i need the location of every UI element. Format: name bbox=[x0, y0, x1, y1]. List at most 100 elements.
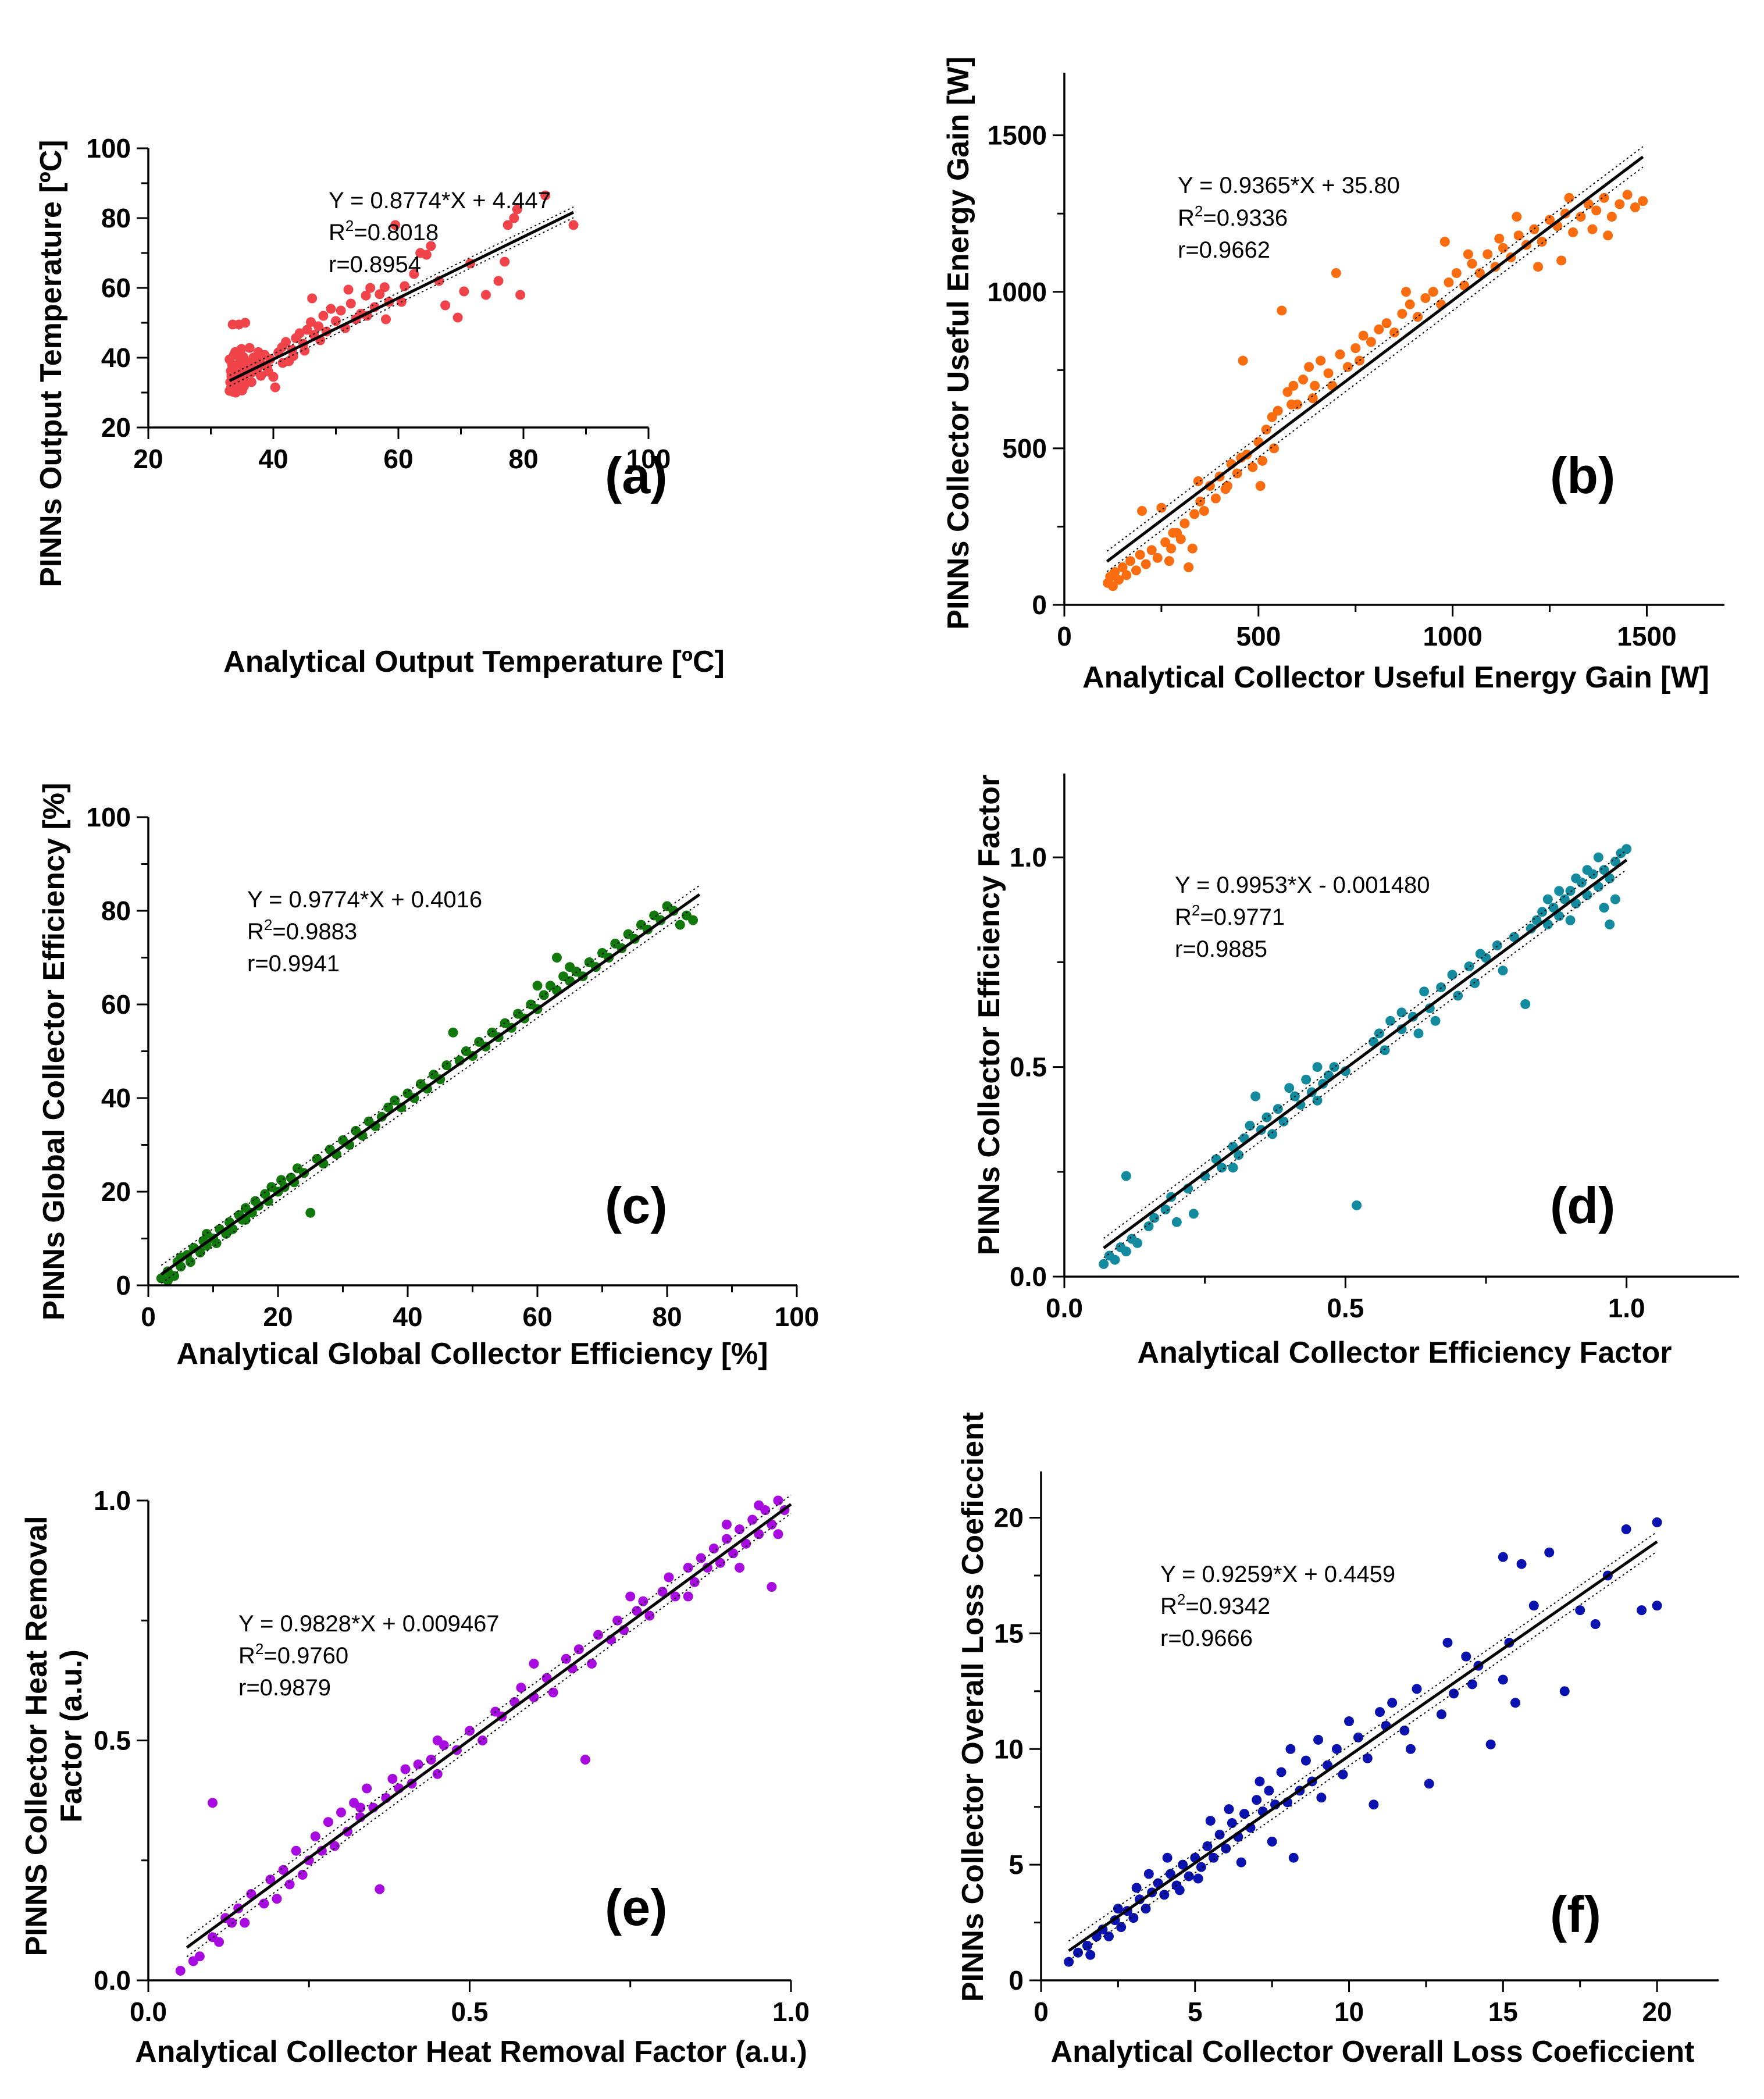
data-point bbox=[1287, 400, 1297, 410]
data-point bbox=[1168, 528, 1178, 538]
x-axis-title: Analytical Collector Overall Loss Coefic… bbox=[1051, 2035, 1695, 2069]
data-point bbox=[1239, 1809, 1249, 1819]
fit-equation: Y = 0.8774*X + 4.447 bbox=[329, 188, 551, 213]
data-point bbox=[1250, 1091, 1261, 1102]
x-tick-label: 1.0 bbox=[1608, 1293, 1645, 1323]
data-point bbox=[1156, 503, 1167, 513]
data-point bbox=[1164, 556, 1174, 566]
data-point bbox=[1599, 903, 1609, 913]
data-point bbox=[1451, 268, 1462, 278]
y-tick-label: 1.0 bbox=[1010, 842, 1047, 872]
data-point bbox=[1587, 224, 1598, 234]
data-point bbox=[1470, 978, 1480, 988]
x-tick-label: 20 bbox=[133, 444, 163, 474]
fit-line bbox=[1103, 850, 1628, 1259]
data-point bbox=[561, 1653, 571, 1664]
panel-label: (c) bbox=[605, 1177, 668, 1234]
panel-label: (f) bbox=[1550, 1886, 1601, 1943]
data-point bbox=[441, 1060, 452, 1071]
data-point bbox=[236, 344, 247, 354]
data-point bbox=[1603, 230, 1613, 241]
y-tick-label: 5 bbox=[1008, 1849, 1024, 1880]
data-point bbox=[1312, 1062, 1323, 1072]
data-point bbox=[1342, 362, 1353, 372]
data-point bbox=[1162, 1852, 1173, 1863]
data-point bbox=[409, 269, 419, 279]
data-point bbox=[1396, 1007, 1407, 1018]
data-point bbox=[481, 290, 491, 300]
data-point bbox=[365, 283, 376, 293]
data-points bbox=[175, 1495, 790, 1976]
data-point bbox=[306, 317, 316, 327]
data-point bbox=[1331, 1744, 1342, 1754]
y-tick-label: 20 bbox=[101, 1177, 131, 1207]
fit-equation: Y = 0.9259*X + 0.4459 bbox=[1160, 1562, 1395, 1587]
data-point bbox=[1556, 255, 1567, 266]
data-point bbox=[1593, 852, 1603, 863]
data-point bbox=[1210, 493, 1221, 504]
regression-line bbox=[160, 893, 701, 1276]
data-point bbox=[548, 1687, 558, 1698]
data-point bbox=[302, 325, 312, 335]
regression-line bbox=[1103, 858, 1628, 1249]
x-tick-label: 0.0 bbox=[130, 1997, 167, 2027]
data-point bbox=[1436, 1709, 1446, 1720]
data-point bbox=[253, 347, 263, 357]
data-point bbox=[1413, 1028, 1424, 1039]
data-point bbox=[1605, 920, 1615, 929]
data-point bbox=[1184, 1871, 1194, 1881]
data-point bbox=[1374, 1028, 1384, 1039]
data-point bbox=[440, 300, 451, 311]
x-tick-label: 15 bbox=[1488, 1997, 1518, 2027]
data-point bbox=[1282, 387, 1293, 397]
data-point bbox=[336, 1807, 346, 1818]
data-point bbox=[773, 1529, 783, 1539]
data-point bbox=[1137, 506, 1148, 516]
panel-f: 0 5 10 15 20 0 5 10 15 20 Analytical Collector Ov… bbox=[956, 1412, 1719, 2069]
data-point bbox=[375, 289, 385, 300]
data-point bbox=[767, 1582, 777, 1592]
fit-line bbox=[229, 206, 575, 387]
data-point bbox=[1481, 953, 1491, 963]
y-tick-label: 0 bbox=[1032, 590, 1047, 620]
data-point bbox=[747, 1514, 758, 1525]
data-point bbox=[1461, 1651, 1471, 1662]
data-point bbox=[1606, 212, 1617, 222]
panel-label: (b) bbox=[1550, 447, 1615, 504]
data-point bbox=[1178, 1859, 1188, 1870]
data-point bbox=[754, 1529, 764, 1539]
data-point bbox=[1564, 193, 1574, 203]
data-point bbox=[1184, 562, 1194, 572]
data-point bbox=[689, 1577, 700, 1587]
confidence-band-lower bbox=[229, 217, 574, 387]
data-point bbox=[1542, 894, 1553, 904]
data-point bbox=[263, 366, 273, 377]
data-point bbox=[1252, 1795, 1262, 1805]
data-point bbox=[568, 220, 579, 230]
correlation-r: r=0.9941 bbox=[247, 951, 340, 977]
data-point bbox=[310, 1831, 320, 1841]
data-point bbox=[754, 1500, 764, 1510]
confidence-band-upper bbox=[229, 206, 574, 376]
data-point bbox=[728, 1548, 739, 1559]
data-point bbox=[1420, 293, 1431, 304]
data-point bbox=[1545, 215, 1555, 225]
data-point bbox=[345, 298, 356, 309]
fit-equation: Y = 0.9953*X - 0.001480 bbox=[1175, 872, 1430, 898]
data-point bbox=[313, 321, 323, 332]
ticks: 20 40 60 80 100 20 40 60 80 100 bbox=[86, 133, 671, 474]
data-point bbox=[509, 213, 519, 223]
data-point bbox=[1483, 249, 1493, 259]
data-point bbox=[1188, 1209, 1199, 1219]
data-point bbox=[741, 1538, 751, 1549]
data-point bbox=[1214, 1829, 1225, 1840]
data-point bbox=[1209, 1852, 1219, 1863]
y-tick-label: 1500 bbox=[988, 120, 1047, 151]
data-point bbox=[1474, 268, 1485, 278]
data-point bbox=[432, 1769, 443, 1779]
data-point bbox=[1160, 1204, 1171, 1215]
data-point bbox=[1245, 1121, 1255, 1131]
y-tick-label: 0.0 bbox=[1010, 1261, 1047, 1292]
data-point bbox=[1630, 202, 1640, 212]
